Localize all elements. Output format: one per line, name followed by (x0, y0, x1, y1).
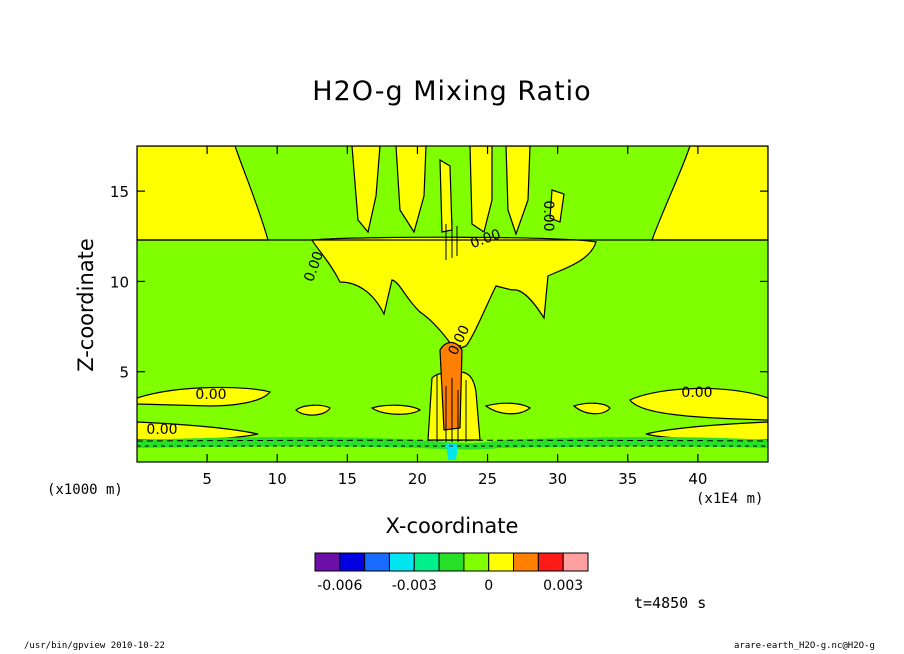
contour-label: 0.00 (540, 200, 556, 231)
contour-label: 0.00 (681, 385, 712, 401)
colorbar-tick-label: -0.003 (392, 578, 437, 594)
contour-field (137, 146, 768, 462)
contour-region-low-core (446, 444, 458, 460)
colorbar-swatch (413, 552, 440, 572)
contour-line (436, 374, 467, 442)
colorbar-swatch (537, 552, 564, 572)
y-axis-unit: (x1E4 m) (696, 491, 764, 507)
x-tick-label: 30 (548, 470, 567, 488)
colorbar-swatch (364, 552, 390, 572)
x-axis-unit: (x1000 m) (47, 482, 123, 498)
x-tick-label: 40 (688, 470, 707, 488)
contour-region-streak (505, 146, 531, 236)
x-tick-label: 35 (618, 470, 637, 488)
contour-region-blob (484, 402, 532, 415)
colorbar-tick-label: -0.006 (317, 578, 362, 594)
footer-right: arare-earth_H2O-g.nc@H2O-g (734, 641, 875, 651)
footer-left: /usr/bin/gpview 2010-10-22 (24, 641, 165, 651)
plot-frame (136, 145, 769, 463)
contour-region-streak (549, 189, 565, 223)
contour-region-streak (395, 146, 427, 234)
y-tick-label: 10 (110, 273, 129, 291)
colorbar-swatch (463, 552, 490, 572)
colorbar-tick-label: 0 (484, 578, 493, 594)
x-tick-label: 20 (408, 470, 427, 488)
y-tick-label: 5 (119, 364, 129, 382)
y-axis: 5 10 15 (110, 183, 768, 382)
y-tick-label: 15 (110, 183, 129, 201)
contour-line (137, 439, 768, 442)
colorbar-swatch (314, 552, 341, 572)
contour-region-band-right (629, 387, 768, 421)
colorbar: -0.006 -0.003 0 0.003 (314, 552, 589, 594)
contour-region-streak (439, 158, 453, 233)
contour-region-streak (351, 146, 381, 234)
colorbar-swatch (339, 552, 366, 572)
x-tick-label: 5 (202, 470, 212, 488)
contour-region-band-left (137, 386, 272, 407)
contour-region-blob (295, 404, 331, 416)
colorbar-swatch (438, 552, 465, 572)
x-tick-label: 25 (478, 470, 497, 488)
colorbar-tick-label: 0.003 (543, 578, 583, 594)
contour-region-streak (469, 146, 493, 233)
contour-region-blob (572, 402, 611, 415)
colorbar-swatch (513, 552, 539, 572)
x-axis-label: X-coordinate (385, 514, 519, 538)
colorbar-swatch (488, 552, 515, 572)
x-tick-label: 10 (268, 470, 287, 488)
y-axis-label: Z-coordinate (74, 238, 98, 372)
colorbar-swatch (562, 552, 589, 572)
contour-label: 0.00 (195, 387, 226, 403)
x-tick-label: 15 (338, 470, 357, 488)
chart-title: H2O-g Mixing Ratio (312, 76, 592, 107)
contour-line (445, 220, 458, 260)
contour-region-blob (370, 404, 422, 415)
x-axis: 5 10 15 20 25 30 35 40 (202, 146, 707, 488)
time-label: t=4850 s (634, 594, 707, 612)
colorbar-swatch (388, 552, 415, 572)
contour-label: 0.00 (146, 422, 177, 438)
